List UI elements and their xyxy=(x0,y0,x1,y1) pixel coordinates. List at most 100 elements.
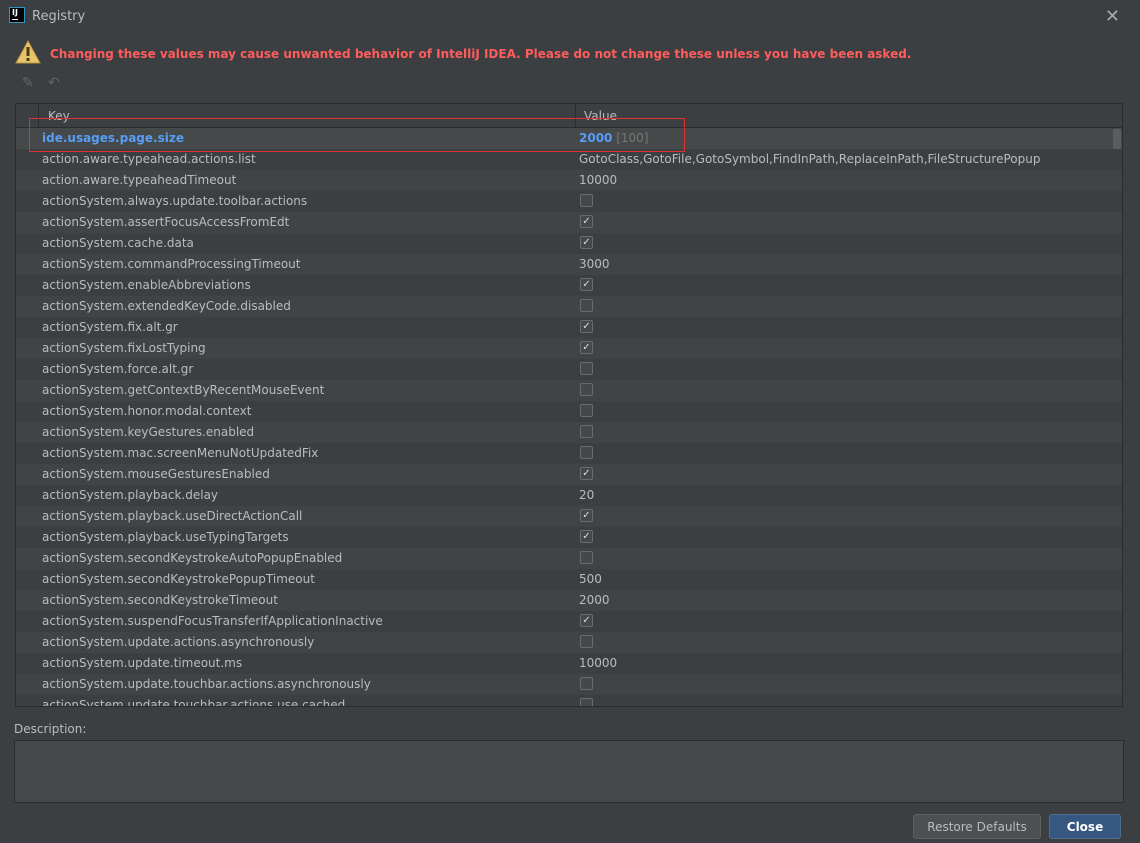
table-row[interactable]: actionSystem.mouseGesturesEnabled ✓ xyxy=(16,464,1122,485)
table-row[interactable]: actionSystem.update.touchbar.actions.use… xyxy=(16,695,1122,707)
row-value[interactable]: 2000 [100] xyxy=(579,131,649,145)
close-button[interactable]: Close xyxy=(1049,814,1121,839)
row-checkbox[interactable]: ✓ xyxy=(580,467,593,480)
value-default: [100] xyxy=(616,131,649,145)
row-checkbox[interactable] xyxy=(580,446,593,459)
row-checkbox[interactable] xyxy=(580,551,593,564)
table-row[interactable]: actionSystem.keyGestures.enabled xyxy=(16,422,1122,443)
row-key: actionSystem.update.actions.asynchronous… xyxy=(42,635,315,649)
table-row[interactable]: actionSystem.force.alt.gr xyxy=(16,359,1122,380)
table-row-selected[interactable]: ide.usages.page.size 2000 [100] xyxy=(16,128,1122,149)
row-key: actionSystem.mouseGesturesEnabled xyxy=(42,467,270,481)
table-row[interactable]: actionSystem.mac.screenMenuNotUpdatedFix xyxy=(16,443,1122,464)
revert-icon[interactable]: ↶ xyxy=(48,75,60,91)
row-key: actionSystem.enableAbbreviations xyxy=(42,278,251,292)
row-checkbox[interactable] xyxy=(580,404,593,417)
table-row[interactable]: actionSystem.commandProcessingTimeout 300… xyxy=(16,254,1122,275)
table-row[interactable]: action.aware.typeaheadTimeout 10000 xyxy=(16,170,1122,191)
table-row[interactable]: actionSystem.secondKeystrokeAutoPopupEna… xyxy=(16,548,1122,569)
row-key: actionSystem.keyGestures.enabled xyxy=(42,425,255,439)
row-checkbox[interactable] xyxy=(580,698,593,706)
row-key: actionSystem.playback.useTypingTargets xyxy=(42,530,289,544)
row-key: actionSystem.fixLostTyping xyxy=(42,341,206,355)
column-header-value[interactable]: Value xyxy=(584,109,617,123)
row-key: actionSystem.playback.delay xyxy=(42,488,219,502)
row-key: actionSystem.update.timeout.ms xyxy=(42,656,243,670)
row-checkbox[interactable]: ✓ xyxy=(580,614,593,627)
row-key: actionSystem.secondKeystrokeAutoPopupEna… xyxy=(42,551,343,565)
row-value[interactable]: 10000 xyxy=(579,656,618,670)
row-key: actionSystem.mac.screenMenuNotUpdatedFix xyxy=(42,446,319,460)
row-checkbox[interactable] xyxy=(580,677,593,690)
row-key: actionSystem.update.touchbar.actions.use… xyxy=(42,698,346,707)
close-window-icon[interactable]: ✕ xyxy=(1104,6,1120,27)
description-label: Description: xyxy=(14,722,87,736)
row-checkbox[interactable] xyxy=(580,194,593,207)
table-row[interactable]: actionSystem.enableAbbreviations ✓ xyxy=(16,275,1122,296)
row-key: actionSystem.update.touchbar.actions.asy… xyxy=(42,677,371,691)
title-bar: IJ Registry ✕ xyxy=(0,0,1140,34)
row-key: actionSystem.playback.useDirectActionCal… xyxy=(42,509,303,523)
description-area xyxy=(14,740,1124,803)
row-value[interactable]: 20 xyxy=(579,488,595,502)
row-value[interactable]: 500 xyxy=(579,572,602,586)
table-row[interactable]: actionSystem.secondKeystrokeTimeout 2000 xyxy=(16,590,1122,611)
column-header-key[interactable]: Key xyxy=(48,109,70,123)
row-checkbox[interactable]: ✓ xyxy=(580,236,593,249)
row-checkbox[interactable] xyxy=(580,425,593,438)
row-key: ide.usages.page.size xyxy=(42,131,184,145)
row-key: actionSystem.force.alt.gr xyxy=(42,362,194,376)
row-key: actionSystem.secondKeystrokePopupTimeout xyxy=(42,572,315,586)
row-checkbox[interactable]: ✓ xyxy=(580,530,593,543)
table-row[interactable]: actionSystem.playback.delay 20 xyxy=(16,485,1122,506)
row-key: actionSystem.extendedKeyCode.disabled xyxy=(42,299,291,313)
table-row[interactable]: actionSystem.secondKeystrokePopupTimeout… xyxy=(16,569,1122,590)
table-header: Key Value xyxy=(16,104,1122,128)
table-row[interactable]: actionSystem.suspendFocusTransferIfAppli… xyxy=(16,611,1122,632)
row-checkbox[interactable] xyxy=(580,299,593,312)
registry-table[interactable]: Key Value ide.usages.page.size 2000 [100… xyxy=(15,103,1123,707)
row-value[interactable]: 3000 xyxy=(579,257,610,271)
intellij-logo-icon: IJ xyxy=(9,7,25,23)
row-key: actionSystem.cache.data xyxy=(42,236,194,250)
edit-icon[interactable]: ✎ xyxy=(22,75,34,91)
warning-icon xyxy=(15,40,41,64)
table-row[interactable]: actionSystem.always.update.toolbar.actio… xyxy=(16,191,1122,212)
table-row[interactable]: actionSystem.update.actions.asynchronous… xyxy=(16,632,1122,653)
row-checkbox[interactable] xyxy=(580,362,593,375)
window-title: Registry xyxy=(32,9,86,24)
table-row[interactable]: actionSystem.playback.useTypingTargets ✓ xyxy=(16,527,1122,548)
row-key: actionSystem.assertFocusAccessFromEdt xyxy=(42,215,290,229)
row-checkbox[interactable] xyxy=(580,383,593,396)
table-row[interactable]: actionSystem.cache.data ✓ xyxy=(16,233,1122,254)
row-key: actionSystem.suspendFocusTransferIfAppli… xyxy=(42,614,383,628)
row-key: actionSystem.getContextByRecentMouseEven… xyxy=(42,383,325,397)
table-row[interactable]: actionSystem.getContextByRecentMouseEven… xyxy=(16,380,1122,401)
row-checkbox[interactable]: ✓ xyxy=(580,320,593,333)
row-checkbox[interactable]: ✓ xyxy=(580,278,593,291)
table-row[interactable]: actionSystem.update.touchbar.actions.asy… xyxy=(16,674,1122,695)
warning-message: Changing these values may cause unwanted… xyxy=(50,47,912,61)
table-row[interactable]: actionSystem.assertFocusAccessFromEdt ✓ xyxy=(16,212,1122,233)
row-key: action.aware.typeahead.actions.list xyxy=(42,152,256,166)
row-key: actionSystem.commandProcessingTimeout xyxy=(42,257,301,271)
table-row[interactable]: actionSystem.update.timeout.ms 10000 xyxy=(16,653,1122,674)
row-key: actionSystem.secondKeystrokeTimeout xyxy=(42,593,278,607)
row-checkbox[interactable] xyxy=(580,635,593,648)
table-row[interactable]: actionSystem.playback.useDirectActionCal… xyxy=(16,506,1122,527)
row-checkbox[interactable]: ✓ xyxy=(580,509,593,522)
table-row[interactable]: actionSystem.fixLostTyping ✓ xyxy=(16,338,1122,359)
value-current: 2000 xyxy=(579,131,613,145)
row-key: actionSystem.always.update.toolbar.actio… xyxy=(42,194,308,208)
table-row[interactable]: actionSystem.fix.alt.gr ✓ xyxy=(16,317,1122,338)
table-row[interactable]: actionSystem.honor.modal.context xyxy=(16,401,1122,422)
table-row[interactable]: actionSystem.extendedKeyCode.disabled xyxy=(16,296,1122,317)
row-value[interactable]: 10000 xyxy=(579,173,618,187)
table-row[interactable]: action.aware.typeahead.actions.list GotoC… xyxy=(16,149,1122,170)
scrollbar-thumb[interactable] xyxy=(1113,129,1121,149)
row-checkbox[interactable]: ✓ xyxy=(580,215,593,228)
row-value[interactable]: GotoClass,GotoFile,GotoSymbol,FindInPath… xyxy=(579,152,1041,166)
row-value[interactable]: 2000 xyxy=(579,593,610,607)
row-checkbox[interactable]: ✓ xyxy=(580,341,593,354)
restore-defaults-button[interactable]: Restore Defaults xyxy=(913,814,1041,839)
